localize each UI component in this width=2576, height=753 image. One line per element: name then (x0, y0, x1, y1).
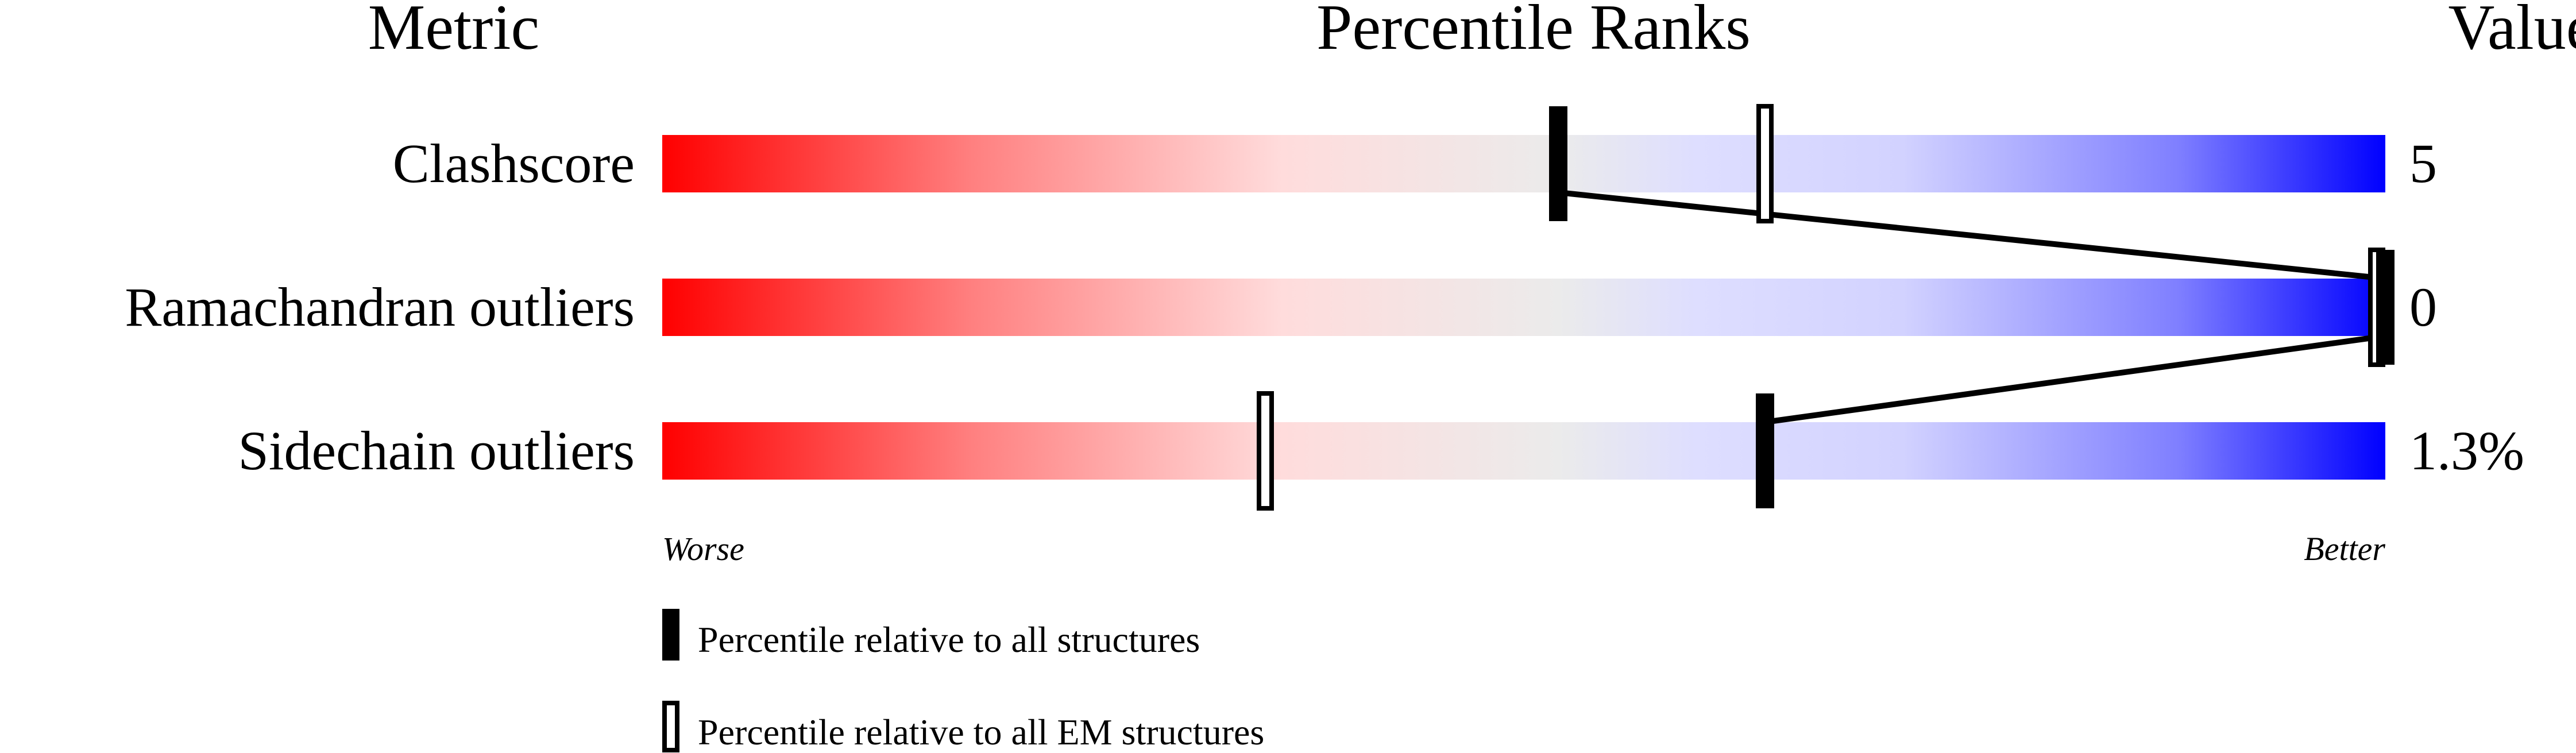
metric-value: 0 (2409, 276, 2437, 338)
percentile-bar (662, 422, 2385, 480)
header-value: Value (2448, 0, 2576, 63)
metric-value: 1.3% (2409, 420, 2524, 481)
legend-all-label: Percentile relative to all structures (698, 619, 1200, 660)
metric-value: 5 (2409, 133, 2437, 194)
percentile-connector-line (1764, 333, 2386, 425)
metric-label: Clashscore (393, 133, 635, 194)
all-percentile-marker (1756, 393, 1774, 508)
metric-label: Sidechain outliers (238, 420, 635, 481)
axis-better-label: Better (2304, 530, 2385, 567)
percentile-bar (662, 135, 2385, 192)
all-percentile-marker (1549, 106, 1567, 221)
percentile-connector-line (1558, 190, 2386, 281)
axis-worse-label: Worse (662, 530, 744, 567)
legend-em-label: Percentile relative to all EM structures (698, 712, 1264, 752)
em-percentile-marker (1257, 391, 1274, 511)
legend-hollow-marker-icon (662, 701, 679, 752)
legend-filled-marker-icon (662, 609, 679, 661)
header-percentile-ranks: Percentile Ranks (1316, 0, 1751, 63)
all-percentile-marker (2376, 250, 2395, 365)
metric-label: Ramachandran outliers (125, 276, 635, 338)
percentile-bar (662, 279, 2385, 336)
header-metric: Metric (368, 0, 540, 63)
em-percentile-marker (1756, 104, 1774, 223)
